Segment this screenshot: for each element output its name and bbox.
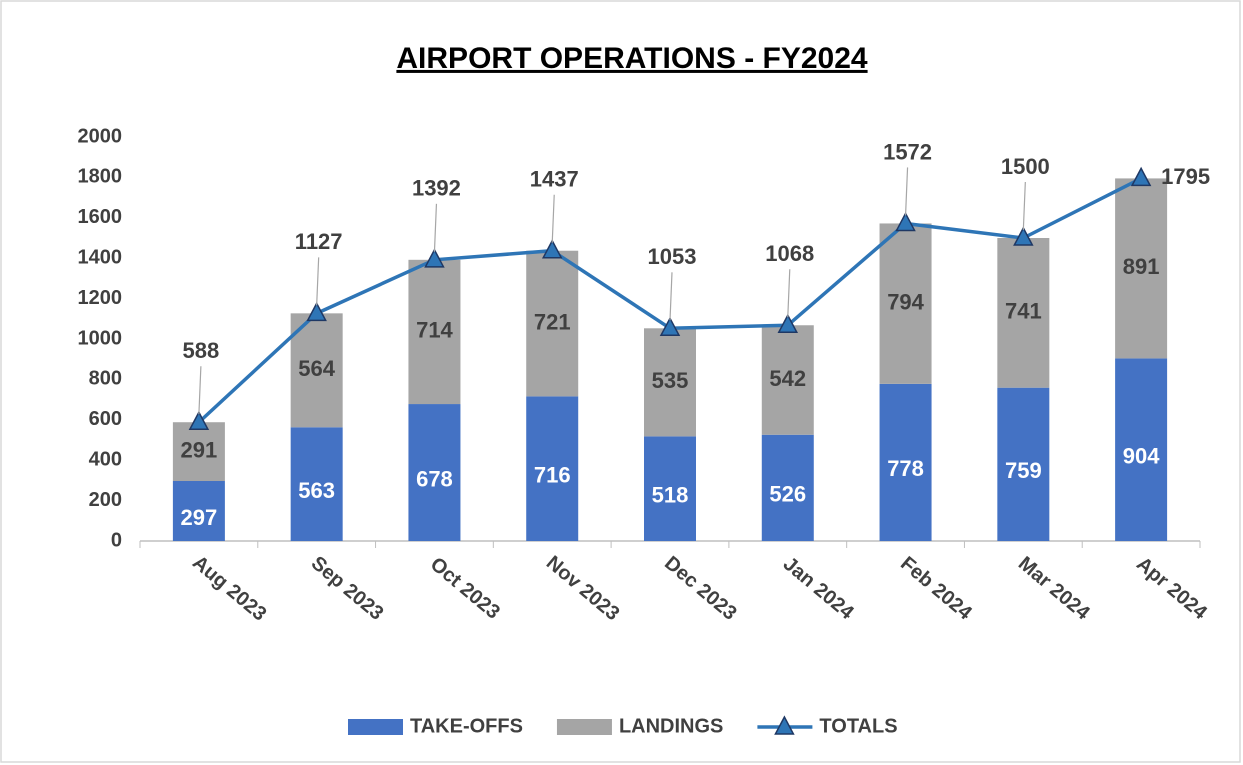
y-tick-label: 600: [89, 408, 122, 430]
y-tick-label: 1600: [78, 206, 123, 228]
y-tick-label: 1800: [78, 166, 123, 188]
line-marker: [424, 248, 445, 268]
bar: [644, 436, 696, 541]
bar: [761, 434, 814, 541]
line-marker: [188, 410, 210, 430]
y-tick-label: 1400: [78, 246, 123, 268]
leader-line: [198, 366, 202, 415]
bar: [290, 313, 343, 428]
value-label: 678: [416, 466, 453, 491]
line-marker: [895, 211, 916, 232]
value-label: 716: [534, 462, 571, 487]
leader-line: [1022, 181, 1026, 231]
bar: [1115, 358, 1168, 541]
bar: [644, 328, 696, 437]
y-tick-label: 200: [89, 489, 122, 511]
bar: [526, 396, 579, 541]
legend-label: TAKE-OFFS: [410, 715, 523, 737]
leader-line: [669, 272, 673, 321]
chart-title: AIRPORT OPERATIONS - FY2024: [396, 42, 868, 75]
value-label: 741: [1005, 299, 1042, 324]
bar: [408, 404, 461, 541]
leader-line: [316, 257, 320, 306]
bar: [761, 325, 814, 435]
bar: [997, 387, 1050, 541]
total-label: 1053: [648, 244, 697, 269]
value-label: 542: [769, 366, 806, 391]
legend-label: TOTALS: [819, 715, 897, 737]
value-label: 759: [1005, 458, 1042, 483]
line-marker: [306, 301, 327, 322]
value-label: 891: [1123, 254, 1160, 279]
total-label: 588: [183, 338, 220, 363]
line-marker: [659, 316, 681, 337]
value-label: 778: [887, 456, 924, 481]
legend-label: LANDINGS: [619, 715, 723, 737]
total-label: 1572: [883, 139, 932, 164]
line-marker: [541, 239, 563, 259]
y-tick-label: 2000: [78, 125, 123, 147]
bar: [290, 427, 343, 541]
value-label: 721: [534, 309, 571, 334]
line-marker: [1130, 166, 1152, 187]
y-tick-label: 0: [111, 529, 122, 551]
value-label: 794: [887, 289, 924, 314]
bar: [526, 250, 579, 397]
total-label: 1795: [1161, 164, 1210, 189]
legend-marker: [774, 715, 795, 735]
value-label: 564: [298, 356, 335, 381]
value-label: 526: [769, 482, 806, 507]
bar: [408, 259, 461, 405]
value-label: 714: [416, 318, 453, 343]
bar: [1115, 178, 1168, 359]
leader-line: [551, 194, 555, 243]
y-tick-label: 400: [89, 448, 122, 470]
value-label: 518: [652, 482, 689, 507]
legend-swatch: [556, 719, 612, 735]
leader-line: [433, 203, 438, 252]
value-label: 291: [181, 437, 218, 462]
leader-line: [787, 269, 791, 318]
bar: [172, 481, 225, 541]
value-label: 535: [652, 368, 689, 393]
bar: [997, 238, 1050, 388]
bar: [879, 383, 932, 541]
total-label: 1500: [1001, 154, 1050, 179]
y-tick-label: 1000: [78, 327, 123, 349]
total-label: 1437: [530, 167, 579, 192]
value-label: 297: [181, 505, 218, 530]
y-tick-label: 1200: [78, 287, 123, 309]
bar: [879, 223, 932, 384]
y-tick-label: 800: [89, 368, 122, 390]
leader-line: [904, 167, 909, 216]
line-marker: [777, 313, 799, 334]
bar: [172, 422, 225, 482]
value-label: 563: [298, 478, 335, 503]
value-label: 904: [1123, 444, 1160, 469]
total-label: 1392: [412, 176, 461, 201]
total-label: 1127: [295, 229, 343, 254]
total-label: 1068: [765, 241, 814, 266]
legend-swatch: [348, 719, 403, 735]
line-marker: [1013, 226, 1034, 246]
